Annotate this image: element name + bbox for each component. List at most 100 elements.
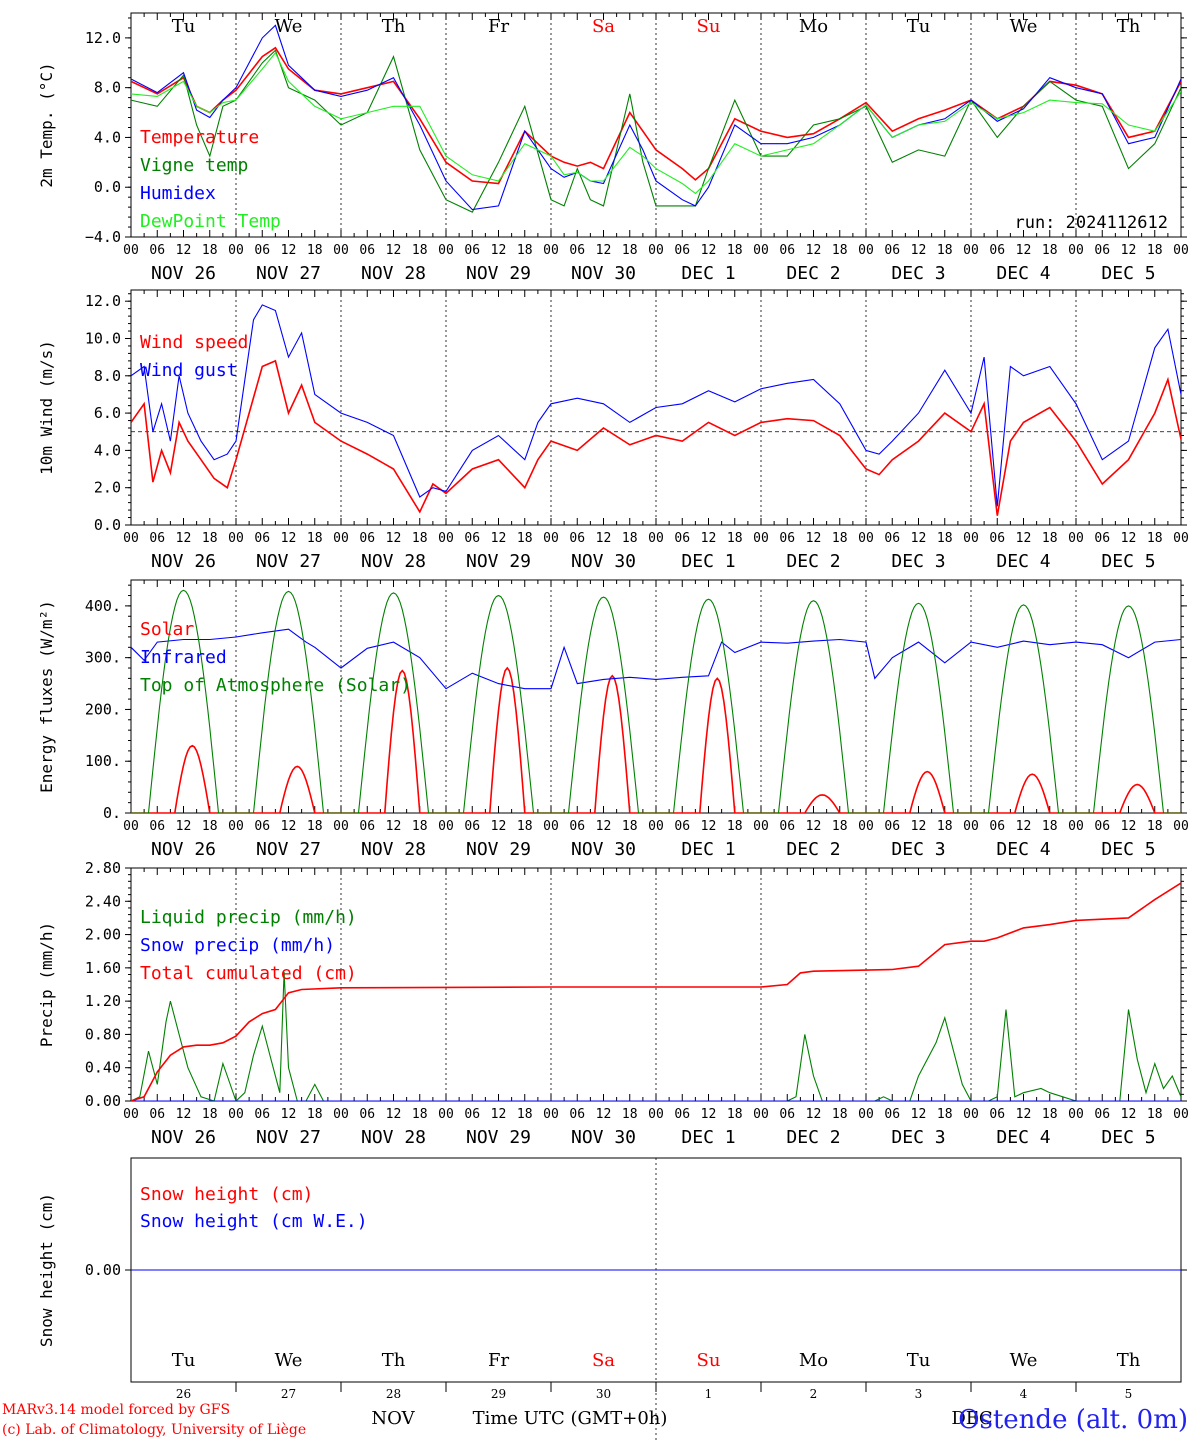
series-line-solar — [131, 666, 1181, 813]
hour-tick-label: 06 — [674, 819, 690, 834]
hour-tick-label: 18 — [937, 1107, 953, 1122]
hour-tick-label: 12 — [1121, 531, 1137, 546]
day-name: Tu — [907, 1350, 931, 1371]
hour-tick-label: 00 — [228, 819, 244, 834]
legend-entry: Solar — [140, 619, 194, 640]
day-name: Fr — [488, 1350, 509, 1371]
date-label: NOV 27 — [256, 551, 321, 572]
y-tick-label: 100. — [85, 752, 121, 770]
hour-tick-label: 06 — [464, 531, 480, 546]
hour-tick-label: 00 — [228, 531, 244, 546]
hour-tick-label: 06 — [1094, 1107, 1110, 1122]
hour-tick-label: 12 — [596, 531, 612, 546]
legend-entry: DewPoint Temp — [140, 211, 281, 232]
date-label: NOV 27 — [256, 839, 321, 860]
legend-entry: Humidex — [140, 183, 216, 204]
hour-tick-label: 00 — [753, 819, 769, 834]
series-line-liquid-precip-mm-h — [131, 971, 1181, 1101]
y-tick-label: 4.0 — [94, 128, 121, 146]
hour-tick-label: 12 — [281, 531, 297, 546]
hour-tick-label: 12 — [806, 243, 822, 258]
date-label: DEC 1 — [681, 263, 735, 284]
hour-tick-label: 12 — [176, 531, 192, 546]
day-name: We — [275, 1350, 303, 1371]
hour-tick-label: 12 — [176, 1107, 192, 1122]
hour-tick-label: 00 — [1173, 1107, 1189, 1122]
hour-tick-label: 18 — [307, 819, 323, 834]
y-tick-label: 2.80 — [85, 859, 121, 877]
hour-tick-label: 06 — [1094, 243, 1110, 258]
day-name: Th — [1117, 16, 1141, 37]
hour-tick-label: 06 — [884, 1107, 900, 1122]
hour-tick-label: 18 — [727, 819, 743, 834]
day-name: Mo — [799, 1350, 828, 1371]
hour-tick-label: 18 — [202, 1107, 218, 1122]
date-label: DEC 1 — [681, 1127, 735, 1148]
hour-tick-label: 12 — [911, 819, 927, 834]
hour-tick-label: 06 — [779, 243, 795, 258]
series-line-vigne-temp — [131, 49, 1181, 213]
day-name: Tu — [907, 16, 931, 37]
hour-tick-label: 00 — [1173, 819, 1189, 834]
day-name: Sa — [592, 16, 615, 37]
date-label: NOV 26 — [151, 839, 216, 860]
y-tick-label: 0.0 — [94, 178, 121, 196]
hour-tick-label: 18 — [832, 531, 848, 546]
legend-entry: Top of Atmosphere (Solar) — [140, 675, 411, 696]
hour-tick-label: 00 — [648, 243, 664, 258]
hour-tick-label: 06 — [464, 819, 480, 834]
hour-tick-label: 18 — [832, 1107, 848, 1122]
hour-tick-label: 06 — [569, 243, 585, 258]
day-number: 26 — [176, 1387, 191, 1401]
panel-4: 2.80 2.40 2.00 1.60 1.20 0.80 0.40 0.00 Precip (… — [37, 859, 1189, 1148]
panel-1: 12.0 8.0 4.0 0.0 −4.0 2m Temp. (°C) Temperatur… — [37, 12, 1189, 284]
hour-tick-label: 06 — [254, 531, 270, 546]
hour-tick-label: 06 — [149, 531, 165, 546]
day-number: 27 — [281, 1387, 296, 1401]
hour-tick-label: 12 — [491, 819, 507, 834]
hour-tick-label: 00 — [1068, 243, 1084, 258]
hour-tick-label: 18 — [1147, 243, 1163, 258]
hour-tick-label: 12 — [596, 1107, 612, 1122]
hour-tick-label: 06 — [464, 1107, 480, 1122]
date-label: DEC 1 — [681, 839, 735, 860]
hour-tick-label: 06 — [989, 819, 1005, 834]
hour-tick-label: 06 — [1094, 819, 1110, 834]
hour-tick-label: 00 — [1173, 531, 1189, 546]
hour-tick-label: 12 — [1016, 243, 1032, 258]
hour-tick-label: 00 — [1068, 1107, 1084, 1122]
day-number: 2 — [810, 1387, 818, 1401]
hour-tick-label: 00 — [963, 243, 979, 258]
hour-tick-label: 06 — [779, 1107, 795, 1122]
hour-tick-label: 06 — [254, 243, 270, 258]
hour-tick-label: 06 — [149, 819, 165, 834]
date-label: NOV 30 — [571, 551, 636, 572]
date-label: NOV 29 — [466, 263, 531, 284]
y-tick-label: 6.0 — [94, 404, 121, 422]
day-name: Sa — [592, 1350, 615, 1371]
y-tick-label: 1.20 — [85, 992, 121, 1010]
y-tick-label: 2.0 — [94, 479, 121, 497]
hour-tick-label: 12 — [1121, 1107, 1137, 1122]
hour-tick-label: 18 — [412, 819, 428, 834]
hour-tick-label: 18 — [832, 243, 848, 258]
date-label: NOV 28 — [361, 839, 426, 860]
hour-tick-label: 06 — [989, 243, 1005, 258]
hour-tick-label: 00 — [858, 531, 874, 546]
hour-tick-label: 00 — [228, 243, 244, 258]
day-name: Th — [1117, 1350, 1141, 1371]
series-line-wind-speed — [131, 359, 1181, 516]
hour-tick-label: 12 — [386, 819, 402, 834]
legend-entry: Vigne temp — [140, 155, 248, 176]
hour-tick-label: 18 — [202, 531, 218, 546]
hour-tick-label: 18 — [202, 243, 218, 258]
legend-entry: Snow height (cm) — [140, 1184, 313, 1205]
hour-tick-label: 00 — [333, 1107, 349, 1122]
legend-entry: Total cumulated (cm) — [140, 963, 357, 984]
date-label: NOV 28 — [361, 551, 426, 572]
hour-tick-label: 12 — [176, 819, 192, 834]
hour-tick-label: 12 — [386, 1107, 402, 1122]
hour-tick-label: 06 — [884, 531, 900, 546]
y-tick-label: 2.40 — [85, 892, 121, 910]
hour-tick-label: 12 — [491, 243, 507, 258]
